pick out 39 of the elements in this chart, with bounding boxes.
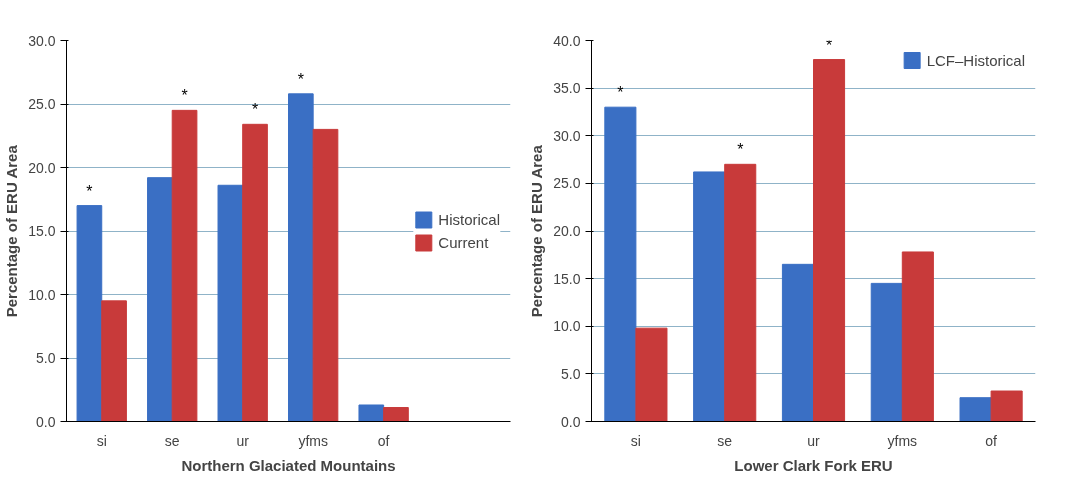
x-tick-label: si [96, 432, 107, 449]
x-tick-label: yfms [298, 432, 328, 449]
y-tick-label: 10.0 [553, 318, 581, 335]
y-tick-label: 30.0 [553, 127, 581, 144]
x-tick-label: si [630, 432, 641, 449]
x-tick-label: ur [236, 432, 250, 449]
y-tick-label: 20.0 [28, 159, 56, 176]
x-axis-title: Lower Clark Fork ERU [734, 456, 893, 474]
y-tick-label: 10.0 [28, 286, 56, 303]
y-tick-label: 0.0 [36, 413, 56, 430]
legend-label: Current [438, 233, 489, 251]
legend-label: Historical [438, 210, 500, 228]
annotation: * [181, 87, 188, 105]
y-tick-label: 25.0 [553, 175, 581, 192]
y-axis-title: Percentage of ERU Area [3, 144, 21, 318]
y-tick-label: 40.0 [553, 32, 581, 49]
y-tick-label: 30.0 [28, 32, 56, 49]
x-tick-label: yfms [887, 432, 918, 449]
x-tick-label: of [377, 432, 390, 449]
x-tick-label: ur [807, 432, 821, 449]
y-tick-label: 35.0 [553, 80, 581, 97]
x-tick-label: se [717, 432, 733, 449]
annotation: * [251, 101, 259, 119]
y-tick-label: 5.0 [36, 350, 56, 366]
annotation: * [86, 182, 93, 200]
y-axis-title: Percentage of ERU Area [528, 144, 546, 318]
y-tick-label: 15.0 [553, 270, 581, 287]
annotation: * [737, 141, 744, 159]
y-tick-label: 25.0 [28, 96, 56, 112]
x-tick-label: of [985, 432, 998, 449]
annotation: * [297, 70, 304, 88]
legend-label: LCF–Historical [926, 51, 1025, 69]
x-tick-label: se [164, 432, 180, 449]
y-tick-label: 0.0 [561, 413, 581, 430]
x-axis-title: Northern Glaciated Mountains [181, 456, 396, 474]
annotation: * [617, 84, 624, 102]
y-tick-label: 20.0 [553, 223, 581, 239]
y-tick-label: 15.0 [28, 223, 56, 239]
y-tick-label: 5.0 [561, 365, 581, 382]
